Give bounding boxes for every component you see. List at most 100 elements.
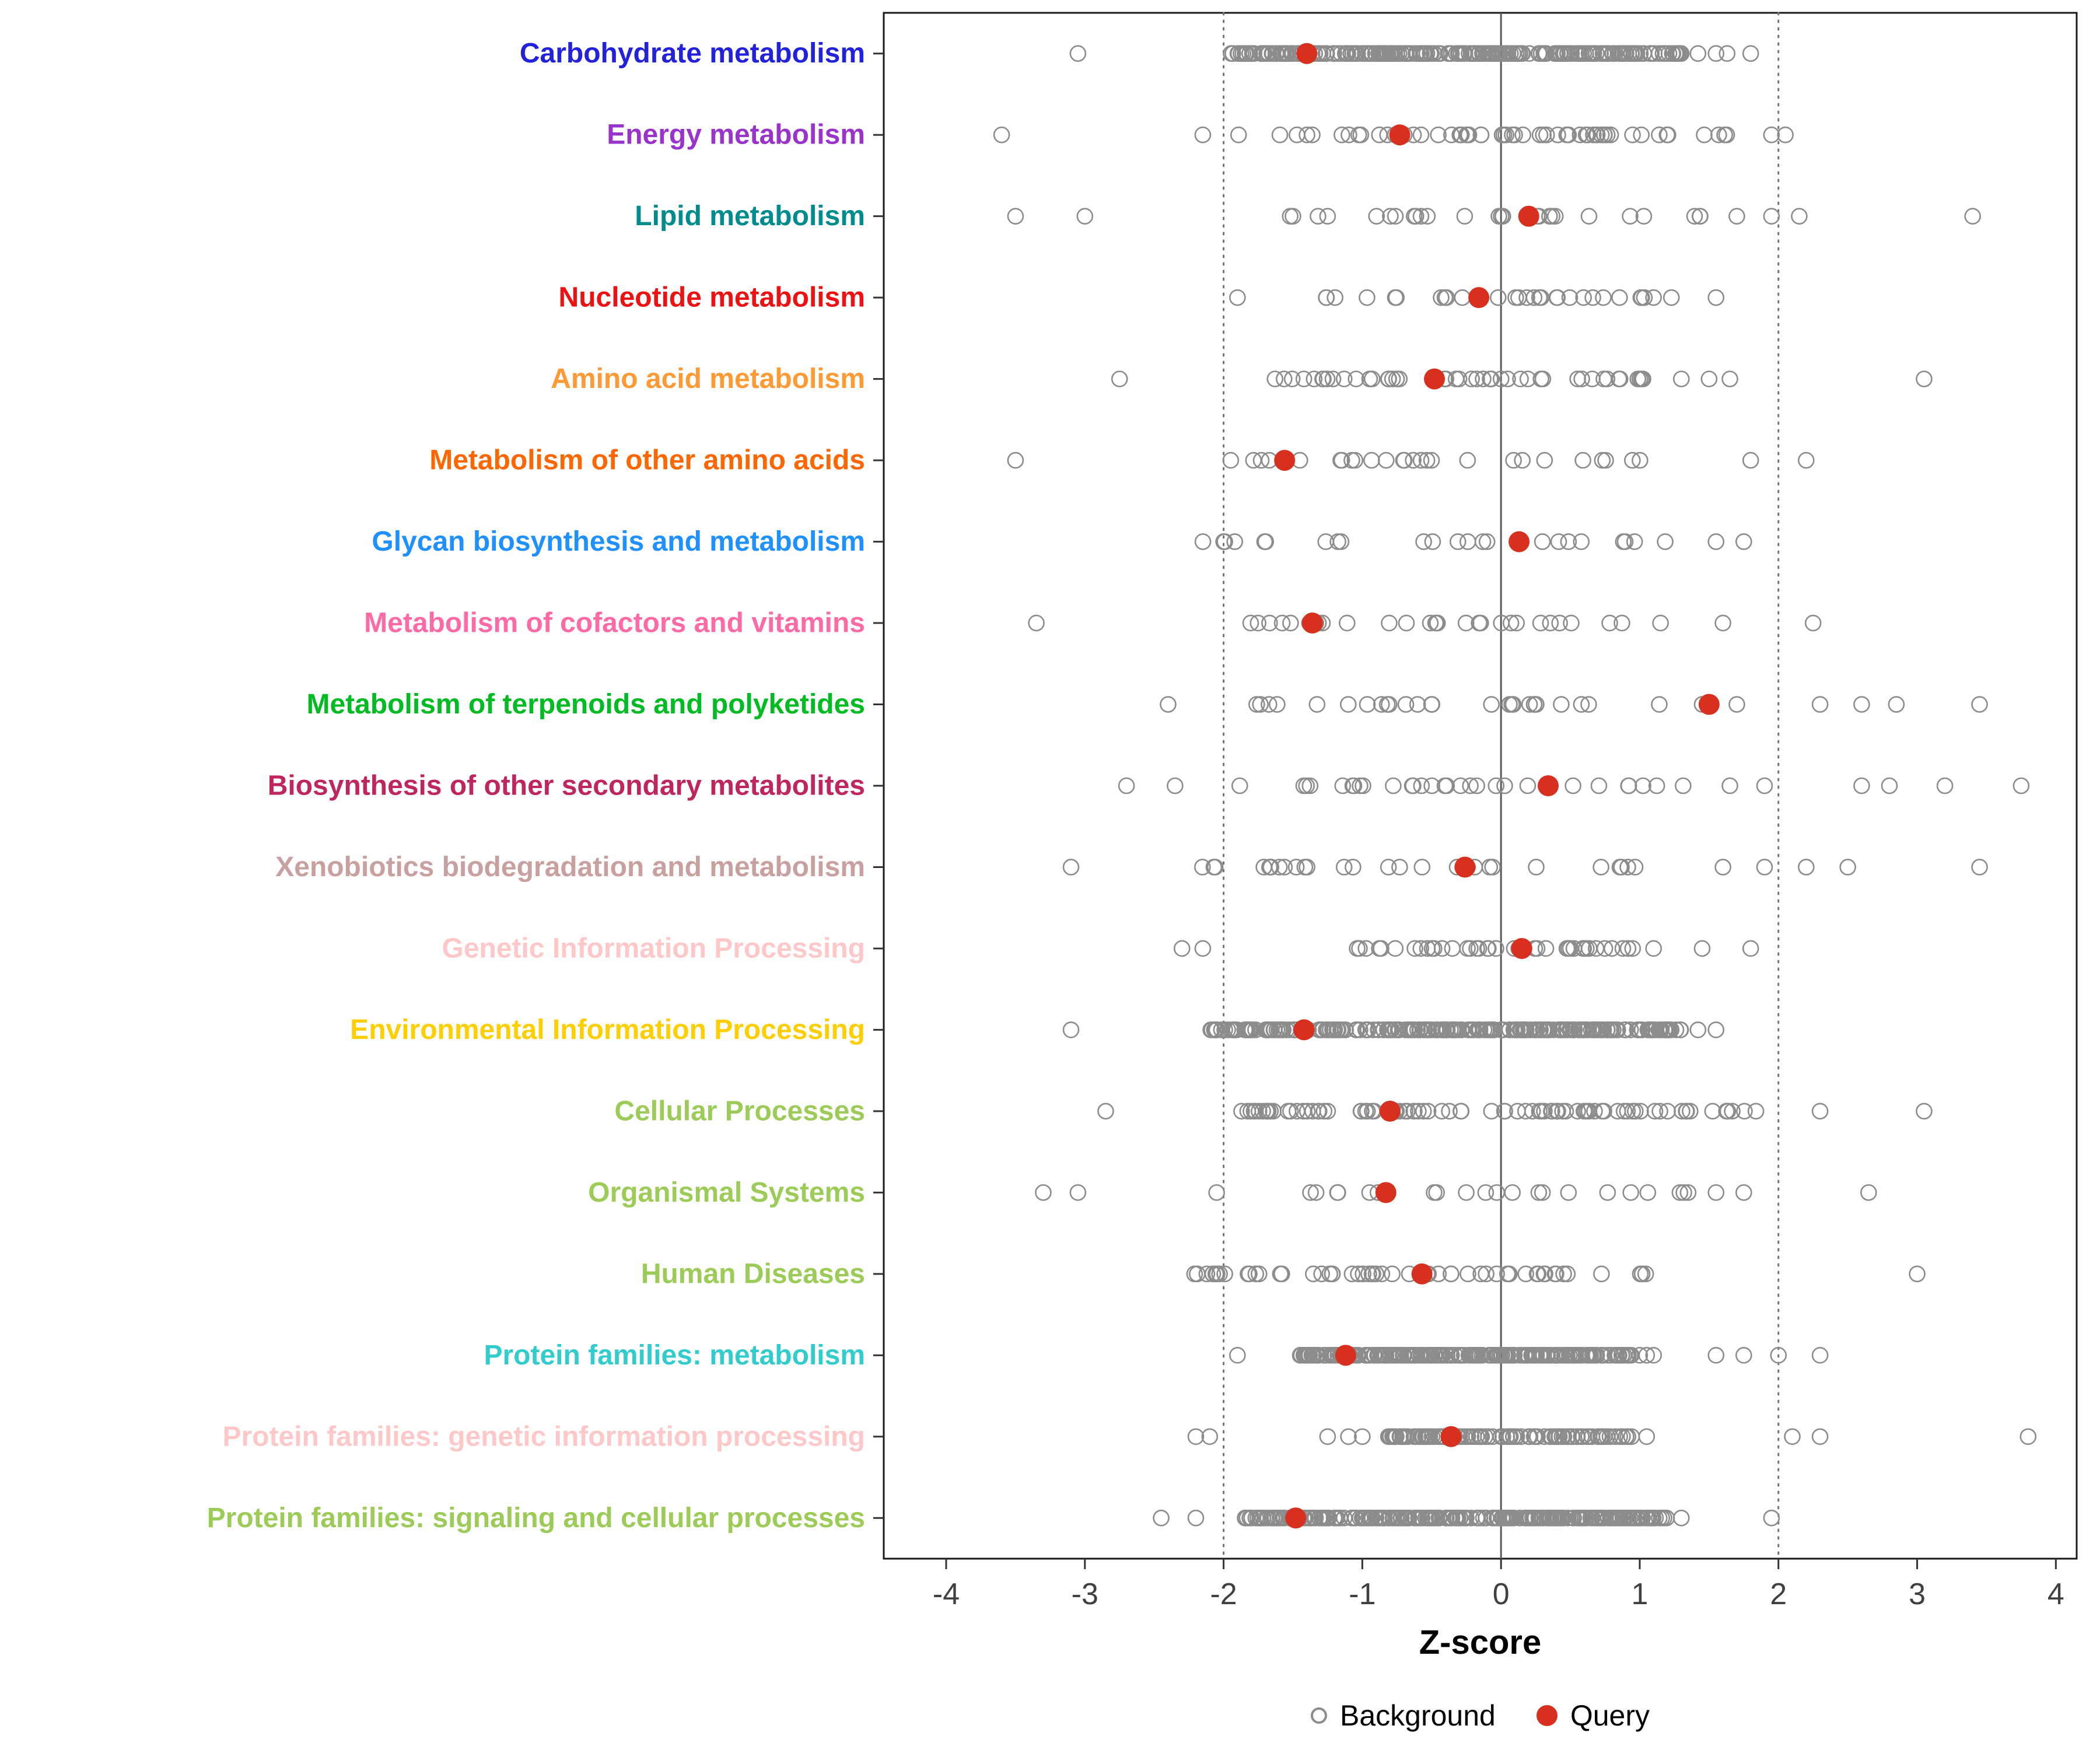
background-point xyxy=(1620,1347,1637,1364)
background-point xyxy=(1472,126,1490,144)
background-point xyxy=(1258,45,1275,62)
background-point xyxy=(1561,45,1578,62)
background-point xyxy=(1502,45,1519,62)
background-point xyxy=(1637,1265,1654,1283)
background-point xyxy=(1657,533,1674,550)
background-point xyxy=(1202,1021,1219,1038)
background-point xyxy=(1561,289,1578,306)
background-point xyxy=(1391,859,1408,876)
background-point xyxy=(1614,1509,1632,1527)
background-point xyxy=(1675,1184,1692,1201)
background-point xyxy=(1111,370,1128,387)
background-point xyxy=(1580,208,1598,225)
background-point xyxy=(1229,289,1246,306)
background-point xyxy=(1475,370,1492,387)
background-point xyxy=(1728,696,1745,713)
background-point xyxy=(1488,777,1505,794)
background-point xyxy=(1584,370,1601,387)
query-point xyxy=(1424,368,1446,390)
query-point xyxy=(1293,1019,1315,1041)
background-point xyxy=(1259,1021,1276,1038)
background-point xyxy=(1097,1102,1114,1120)
background-point xyxy=(1301,777,1319,794)
background-point xyxy=(1340,126,1357,144)
background-point xyxy=(1581,940,1598,957)
background-point xyxy=(1186,1265,1203,1283)
background-point xyxy=(1624,940,1642,957)
background-point xyxy=(1399,1021,1417,1038)
background-point xyxy=(1118,777,1135,794)
background-point xyxy=(1478,1021,1494,1038)
x-tick-label: -3 xyxy=(1072,1577,1098,1611)
background-point xyxy=(1384,370,1401,387)
background-point xyxy=(1528,1265,1546,1283)
background-point xyxy=(1431,1509,1448,1527)
background-point xyxy=(1252,452,1270,469)
background-point xyxy=(1651,696,1668,713)
background-point xyxy=(1305,1509,1322,1527)
background-point xyxy=(1496,777,1513,794)
background-point xyxy=(1272,45,1289,62)
background-point xyxy=(1282,1102,1299,1120)
background-point xyxy=(1489,289,1507,306)
background-point xyxy=(1601,1428,1619,1446)
background-point xyxy=(1468,940,1485,957)
background-point xyxy=(1395,452,1412,469)
y-category-label: Protein families: metabolism xyxy=(484,1340,865,1371)
background-point xyxy=(1334,777,1352,794)
background-point xyxy=(1811,1428,1829,1446)
background-point xyxy=(1405,1347,1422,1364)
background-point xyxy=(1672,1509,1690,1527)
y-category-label: Organismal Systems xyxy=(588,1177,865,1208)
background-point xyxy=(1721,777,1738,794)
background-point xyxy=(1756,777,1773,794)
background-point xyxy=(1380,859,1397,876)
background-point xyxy=(1601,614,1618,632)
background-point xyxy=(1643,45,1660,62)
background-point xyxy=(1452,1102,1470,1120)
background-point xyxy=(1457,614,1475,632)
background-point xyxy=(1493,614,1510,632)
background-point xyxy=(1371,940,1388,957)
background-point xyxy=(1634,777,1651,794)
background-point xyxy=(1405,452,1422,469)
background-point xyxy=(1412,940,1430,957)
background-point xyxy=(1443,1347,1460,1364)
background-point xyxy=(1462,1428,1480,1446)
background-point xyxy=(1413,45,1430,62)
background-point xyxy=(1936,777,1954,794)
background-point xyxy=(1306,1347,1322,1364)
background-point xyxy=(1545,1021,1562,1038)
background-point xyxy=(1622,208,1639,225)
background-point xyxy=(1241,1509,1258,1527)
background-point xyxy=(1381,614,1398,632)
background-point xyxy=(1344,45,1361,62)
background-point xyxy=(1262,859,1279,876)
background-point xyxy=(1585,1347,1602,1364)
background-point xyxy=(1675,777,1692,794)
background-point xyxy=(1360,1265,1377,1283)
background-point xyxy=(1430,126,1447,144)
x-tick-label: -1 xyxy=(1349,1577,1376,1611)
background-point xyxy=(1553,1509,1570,1527)
background-point xyxy=(1028,614,1045,632)
background-point xyxy=(1560,1184,1577,1201)
background-point xyxy=(1419,1102,1437,1120)
background-point xyxy=(1313,1265,1330,1283)
background-point xyxy=(1609,1102,1626,1120)
background-point xyxy=(1298,859,1315,876)
background-point xyxy=(1518,289,1535,306)
background-point xyxy=(2013,777,2030,794)
background-point xyxy=(1352,1509,1368,1527)
background-point xyxy=(1530,1509,1548,1527)
background-point xyxy=(1250,1102,1268,1120)
x-axis-title: Z-score xyxy=(1419,1623,1542,1661)
background-point xyxy=(1404,777,1421,794)
background-point xyxy=(1298,777,1315,794)
background-point xyxy=(1269,696,1286,713)
background-point xyxy=(1559,1265,1576,1283)
background-point xyxy=(1388,289,1405,306)
background-point xyxy=(1258,1102,1275,1120)
background-point xyxy=(1707,1347,1725,1364)
background-point xyxy=(1718,45,1736,62)
